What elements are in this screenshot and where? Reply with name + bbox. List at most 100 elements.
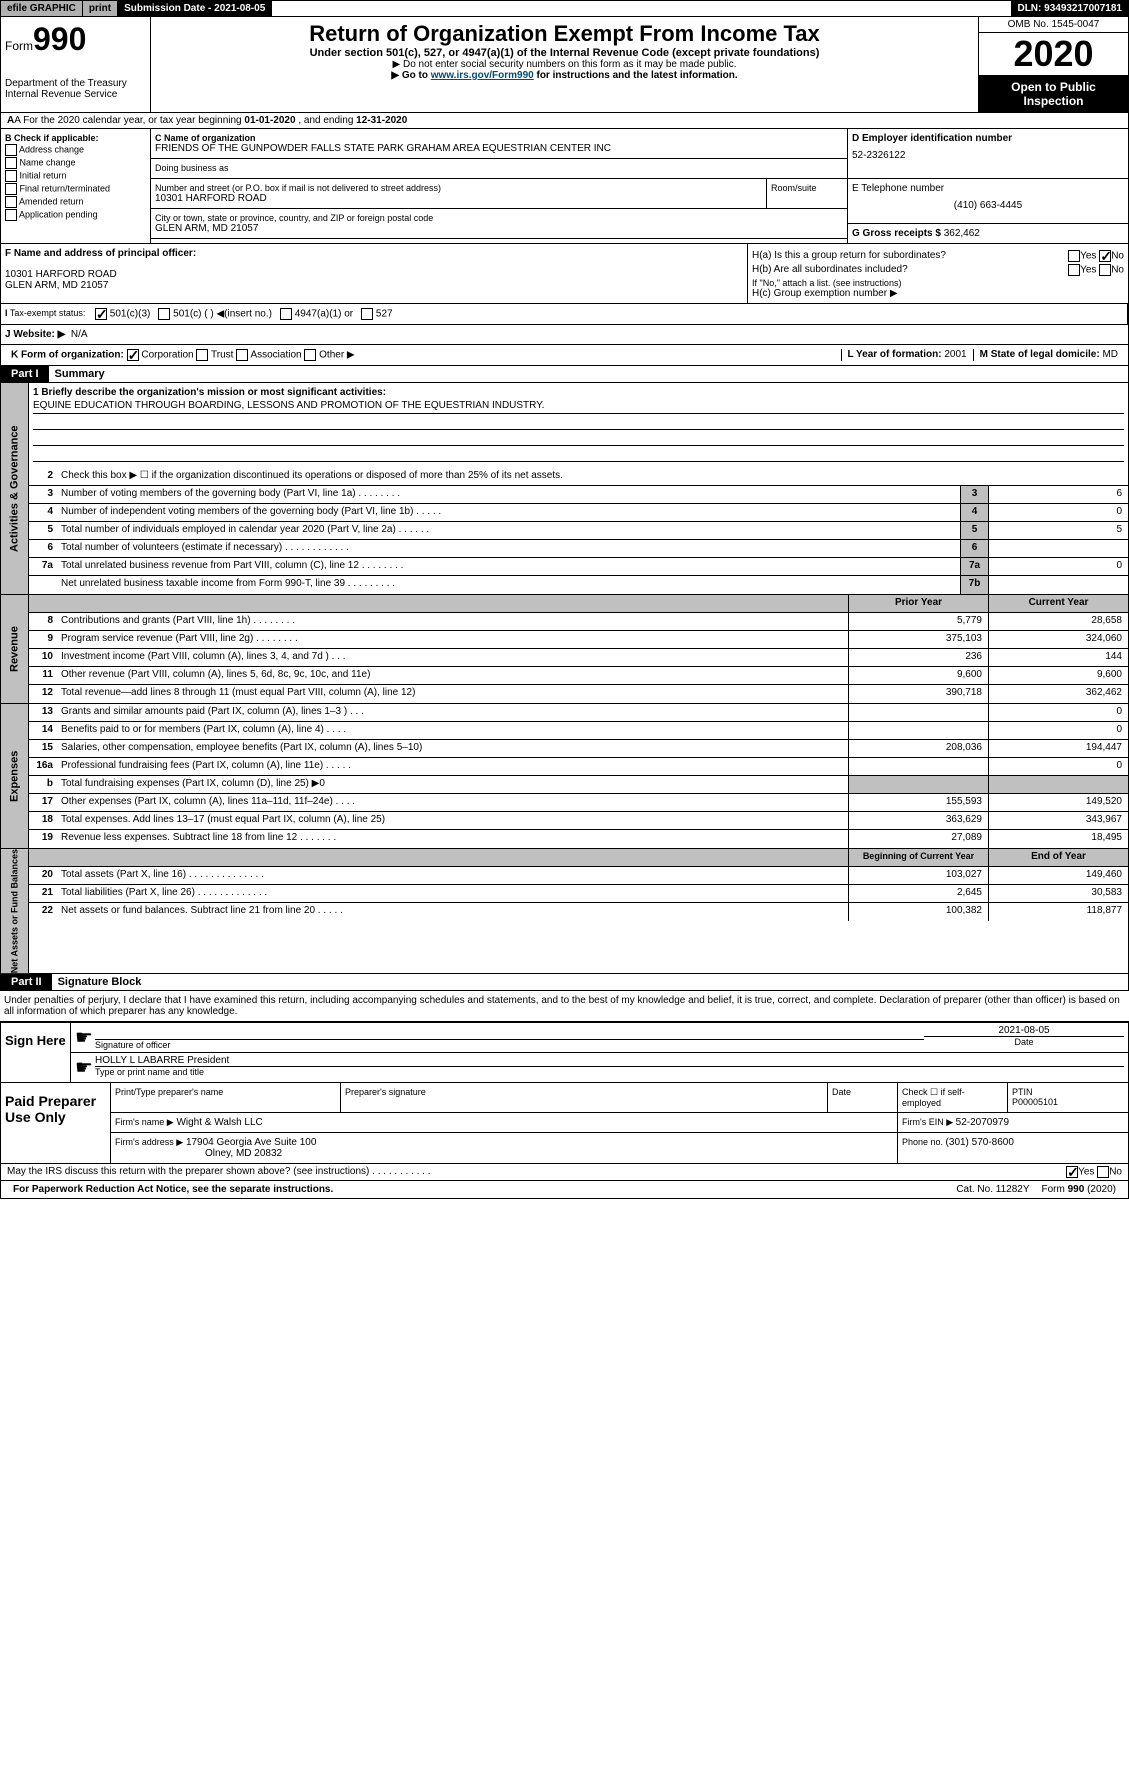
side-expenses: Expenses: [1, 704, 29, 848]
prep-name-label: Print/Type preparer's name: [111, 1083, 341, 1112]
officer-addr1: 10301 HARFORD ROAD: [5, 269, 743, 280]
print-button[interactable]: print: [83, 1, 118, 16]
officer-name: HOLLY L LABARRE President: [95, 1055, 1124, 1066]
sig-date: 2021-08-05: [924, 1025, 1124, 1036]
check-final-return[interactable]: Final return/terminated: [5, 183, 146, 195]
dba-label: Doing business as: [155, 163, 843, 173]
check-trust[interactable]: [196, 349, 208, 361]
check-501c3[interactable]: [95, 308, 107, 320]
paid-prep-label: Paid Preparer Use Only: [1, 1083, 111, 1163]
section-c: C Name of organization FRIENDS OF THE GU…: [151, 129, 848, 243]
prep-date-label: Date: [828, 1083, 898, 1112]
addr-label: Number and street (or P.O. box if mail i…: [155, 183, 762, 193]
discuss-no[interactable]: [1097, 1166, 1109, 1178]
website-value: N/A: [71, 329, 88, 340]
hb-label: H(b) Are all subordinates included?: [752, 264, 1068, 276]
submission-date: Submission Date - 2021-08-05: [118, 1, 272, 16]
discuss-text: May the IRS discuss this return with the…: [7, 1166, 1066, 1178]
side-governance: Activities & Governance: [1, 383, 29, 594]
cat-number: Cat. No. 11282Y: [950, 1184, 1035, 1195]
form-ref: Form 990 (2020): [1036, 1184, 1122, 1195]
discuss-yes[interactable]: [1066, 1166, 1078, 1178]
part1-expenses: Expenses 13Grants and similar amounts pa…: [0, 704, 1129, 849]
check-application-pending[interactable]: Application pending: [5, 209, 146, 221]
table-row: 4Number of independent voting members of…: [29, 504, 1128, 522]
city-label: City or town, state or province, country…: [155, 213, 843, 223]
sign-here-block: Sign Here ☛ Signature of officer 2021-08…: [0, 1021, 1129, 1083]
check-501c[interactable]: [158, 308, 170, 320]
state-domicile: MD: [1102, 349, 1118, 360]
check-amended[interactable]: Amended return: [5, 196, 146, 208]
room-suite-label: Room/suite: [767, 179, 847, 208]
efile-button[interactable]: efile GRAPHIC: [1, 1, 83, 16]
org-name-label: C Name of organization: [155, 133, 843, 143]
hb-no[interactable]: [1099, 264, 1111, 276]
table-row: 3Number of voting members of the governi…: [29, 486, 1128, 504]
footer: For Paperwork Reduction Act Notice, see …: [0, 1181, 1129, 1199]
current-year-hdr: Current Year: [988, 595, 1128, 612]
section-h: H(a) Is this a group return for subordin…: [748, 244, 1128, 303]
dln-number: DLN: 93493217007181: [1011, 1, 1128, 16]
section-f: F Name and address of principal officer:…: [1, 244, 748, 303]
type-name-label: Type or print name and title: [95, 1066, 1124, 1077]
check-corporation[interactable]: [127, 349, 139, 361]
table-row: 15Salaries, other compensation, employee…: [29, 740, 1128, 758]
ein-label: D Employer identification number: [852, 133, 1124, 144]
form-subtitle-2: ▶ Do not enter social security numbers o…: [155, 59, 974, 70]
dept-treasury: Department of the Treasury Internal Reve…: [5, 78, 146, 100]
top-bar: efile GRAPHIC print Submission Date - 20…: [0, 0, 1129, 17]
line1-label: 1 Briefly describe the organization's mi…: [33, 387, 1124, 398]
firm-name: Wight & Walsh LLC: [176, 1117, 262, 1128]
table-row: 6Total number of volunteers (estimate if…: [29, 540, 1128, 558]
tax-year: 2020: [979, 33, 1128, 76]
check-527[interactable]: [361, 308, 373, 320]
irs-link[interactable]: www.irs.gov/Form990: [431, 70, 534, 81]
city-state-zip: GLEN ARM, MD 21057: [155, 223, 843, 234]
table-row: 5Total number of individuals employed in…: [29, 522, 1128, 540]
tel-value: (410) 663-4445: [852, 200, 1124, 211]
hc-label: H(c) Group exemption number ▶: [752, 288, 1124, 299]
table-row: 17Other expenses (Part IX, column (A), l…: [29, 794, 1128, 812]
ha-yes[interactable]: [1068, 250, 1080, 262]
check-4947[interactable]: [280, 308, 292, 320]
table-row: 19Revenue less expenses. Subtract line 1…: [29, 830, 1128, 848]
ha-label: H(a) Is this a group return for subordin…: [752, 250, 1068, 262]
mission-text: EQUINE EDUCATION THROUGH BOARDING, LESSO…: [33, 400, 1124, 414]
line2-text: Check this box ▶ ☐ if the organization d…: [57, 468, 1128, 485]
check-name-change[interactable]: Name change: [5, 157, 146, 169]
form-header: Form990 Department of the Treasury Inter…: [0, 17, 1129, 113]
firm-phone: (301) 570-8600: [946, 1137, 1014, 1148]
check-other[interactable]: [304, 349, 316, 361]
firm-ein: 52-2070979: [956, 1117, 1009, 1128]
gross-value: 362,462: [944, 228, 980, 239]
omb-number: OMB No. 1545-0047: [979, 17, 1128, 33]
check-initial-return[interactable]: Initial return: [5, 170, 146, 182]
paperwork-notice: For Paperwork Reduction Act Notice, see …: [7, 1184, 950, 1195]
section-d: D Employer identification number 52-2326…: [848, 129, 1128, 243]
table-row: 10Investment income (Part VIII, column (…: [29, 649, 1128, 667]
section-j: J Website: ▶ N/A: [0, 325, 1129, 345]
prior-year-hdr: Prior Year: [848, 595, 988, 612]
table-row: 7aTotal unrelated business revenue from …: [29, 558, 1128, 576]
table-row: 21Total liabilities (Part X, line 26) . …: [29, 885, 1128, 903]
table-row: 9Program service revenue (Part VIII, lin…: [29, 631, 1128, 649]
table-row: 22Net assets or fund balances. Subtract …: [29, 903, 1128, 921]
sections-fh: F Name and address of principal officer:…: [0, 244, 1129, 304]
ha-no[interactable]: [1099, 250, 1111, 262]
check-association[interactable]: [236, 349, 248, 361]
side-net: Net Assets or Fund Balances: [1, 849, 29, 973]
hb-note: If "No," attach a list. (see instruction…: [752, 278, 1124, 288]
ptin-value: P00005101: [1012, 1097, 1058, 1107]
end-year-hdr: End of Year: [988, 849, 1128, 866]
form-subtitle-3: ▶ Go to www.irs.gov/Form990 for instruct…: [155, 70, 974, 81]
part1-header: Part ISummary: [0, 366, 1129, 383]
section-b: B Check if applicable: Address change Na…: [1, 129, 151, 243]
part1-governance: Activities & Governance 1 Briefly descri…: [0, 383, 1129, 595]
table-row: 11Other revenue (Part VIII, column (A), …: [29, 667, 1128, 685]
check-address-change[interactable]: Address change: [5, 144, 146, 156]
part1-netassets: Net Assets or Fund Balances Beginning of…: [0, 849, 1129, 974]
hb-yes[interactable]: [1068, 264, 1080, 276]
table-row: 12Total revenue—add lines 8 through 11 (…: [29, 685, 1128, 703]
ein-value: 52-2326122: [852, 150, 1124, 161]
table-row: bTotal fundraising expenses (Part IX, co…: [29, 776, 1128, 794]
